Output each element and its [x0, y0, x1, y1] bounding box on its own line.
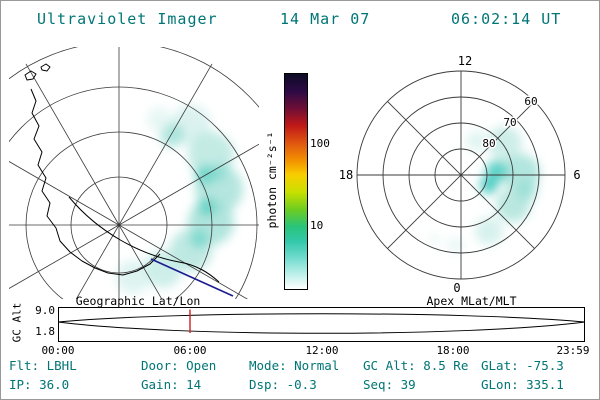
status-gain: Gain: 14 — [141, 377, 202, 392]
colorbar-tick-100: 100 — [310, 136, 330, 150]
time-label: 06:02:14 UT — [451, 10, 562, 28]
svg-text:70: 70 — [503, 116, 516, 129]
strip-xtick-1800: 18:00 — [436, 344, 470, 357]
svg-text:18: 18 — [339, 168, 353, 182]
colorbar-gradient — [284, 73, 308, 290]
status-dsp: Dsp: -0.3 — [249, 377, 317, 392]
geo-map-svg — [9, 47, 259, 299]
svg-text:80: 80 — [482, 137, 495, 150]
strip-xtick-0000: 00:00 — [41, 344, 75, 357]
status-seq: Seq: 39 — [363, 377, 416, 392]
status-mode: Mode: Normal — [249, 358, 340, 373]
colorbar-tick-10: 10 — [310, 218, 324, 232]
strip-xtick-2359: 23:59 — [556, 344, 590, 357]
svg-text:6: 6 — [573, 168, 580, 182]
date-label: 14 Mar 07 — [280, 10, 371, 28]
strip-ylabel: GC Alt — [10, 302, 24, 343]
status-glat: GLat: -75.3 — [481, 358, 564, 373]
colorbar-label: photon cm⁻²s⁻¹ — [265, 131, 279, 229]
status-gcalt: GC Alt: 8.5 Re — [363, 358, 469, 373]
status-ip: IP: 36.0 — [9, 377, 70, 392]
svg-text:60: 60 — [524, 95, 537, 108]
strip-chart-svg — [58, 307, 585, 342]
status-flt: Flt: LBHL — [9, 358, 77, 373]
instrument-title: Ultraviolet Imager — [37, 10, 218, 28]
svg-text:12: 12 — [458, 54, 472, 68]
status-glon: GLon: 335.1 — [481, 377, 564, 392]
svg-text:0: 0 — [453, 281, 460, 295]
apex-plot-title: Apex MLat/MLT — [426, 294, 517, 308]
status-door: Door: Open — [141, 358, 217, 373]
strip-xtick-1200: 12:00 — [305, 344, 339, 357]
geo-map-title: Geographic Lat/Lon — [75, 294, 201, 308]
strip-ytick-top: 9.0 — [35, 304, 55, 317]
strip-ytick-bottom: 1.8 — [35, 325, 55, 338]
strip-xtick-0600: 06:00 — [173, 344, 207, 357]
